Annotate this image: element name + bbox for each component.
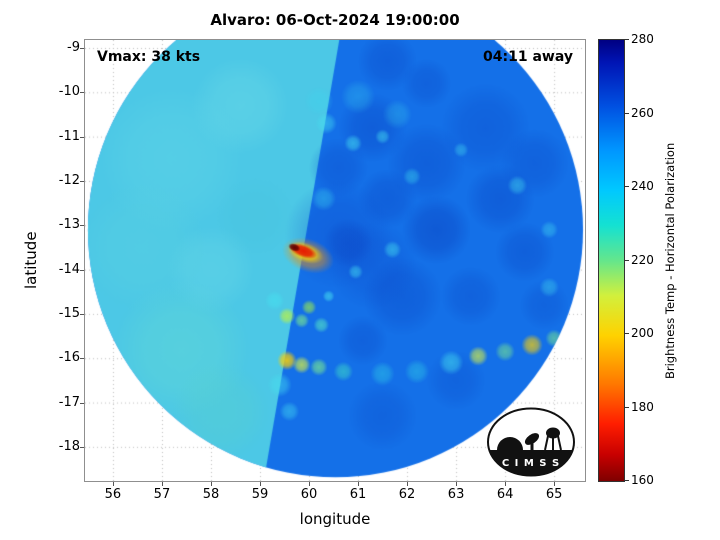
- x-tick-mark: [505, 482, 507, 486]
- y-tick-mark: [80, 225, 84, 227]
- x-tick-label: 57: [153, 487, 171, 502]
- x-axis-label: longitude: [299, 510, 371, 528]
- x-tick-label: 65: [545, 487, 563, 502]
- x-tick-mark: [407, 482, 409, 486]
- x-tick-label: 59: [251, 487, 269, 502]
- x-tick-mark: [210, 482, 212, 486]
- y-tick-mark: [80, 180, 84, 182]
- radome-dome-icon: [497, 437, 523, 450]
- x-tick-mark: [260, 482, 261, 486]
- x-tick-label: 62: [398, 487, 416, 502]
- x-tick-label: 63: [447, 487, 465, 502]
- colorbar-tick-label: 160: [631, 473, 654, 487]
- colorbar-tick-mark: [625, 480, 629, 481]
- x-tick-label: 60: [300, 487, 318, 502]
- y-tick-label: -13: [58, 217, 80, 233]
- x-tick-mark: [456, 482, 458, 486]
- water-tower-icon: [544, 427, 562, 451]
- x-tick-mark: [309, 482, 311, 486]
- x-tick-label: 56: [104, 487, 122, 502]
- x-tick-label: 64: [496, 487, 514, 502]
- colorbar-tick-label: 220: [631, 252, 654, 267]
- colorbar-tick-label: 240: [631, 179, 654, 193]
- colorbar-tick-label: 180: [631, 399, 654, 414]
- vmax-annotation: Vmax: 38 kts: [97, 49, 201, 65]
- x-tick-mark: [554, 482, 556, 486]
- y-tick-label: -16: [58, 350, 80, 366]
- y-tick-mark: [80, 269, 84, 271]
- plot-area: Vmax: 38 kts 04:11 away C I M S S: [84, 39, 586, 482]
- y-tick-label: -9: [67, 39, 80, 55]
- x-tick-label: 61: [349, 487, 367, 502]
- y-tick-label: -12: [58, 172, 80, 188]
- colorbar-tick-mark: [625, 112, 629, 114]
- brightness-temp-swath: [85, 40, 585, 481]
- y-tick-mark: [80, 446, 84, 448]
- colorbar: [598, 39, 625, 482]
- y-tick-label: -17: [58, 394, 80, 410]
- colorbar-tick-label: 280: [631, 32, 654, 46]
- time-away-annotation: 04:11 away: [483, 49, 573, 65]
- y-tick-mark: [80, 136, 84, 138]
- y-tick-mark: [80, 92, 84, 94]
- y-tick-label: -10: [58, 84, 80, 100]
- cimss-logo-text: C I M S S: [502, 458, 560, 469]
- colorbar-label: Brightness Temp - Horizontal Polarizatio…: [663, 142, 677, 379]
- x-tick-mark: [161, 482, 163, 486]
- y-tick-mark: [80, 313, 84, 315]
- colorbar-tick-mark: [625, 333, 629, 334]
- y-tick-label: -18: [58, 438, 80, 454]
- x-tick-mark: [358, 482, 360, 486]
- chart-title: Alvaro: 06-Oct-2024 19:00:00: [210, 11, 460, 29]
- y-tick-label: -11: [58, 128, 80, 144]
- colorbar-gradient: [599, 40, 624, 481]
- colorbar-tick-label: 260: [631, 105, 654, 120]
- y-tick-mark: [80, 402, 84, 404]
- y-tick-label: -15: [58, 305, 80, 321]
- dish-antenna-icon: [524, 433, 540, 450]
- colorbar-tick-label: 200: [631, 326, 654, 340]
- colorbar-tick-mark: [625, 259, 629, 261]
- y-tick-mark: [80, 47, 84, 49]
- y-tick-label: -14: [58, 261, 80, 277]
- y-axis-label: latitude: [22, 231, 40, 290]
- x-tick-mark: [112, 482, 114, 486]
- colorbar-tick-mark: [625, 186, 629, 187]
- colorbar-tick-mark: [625, 406, 629, 408]
- cimss-logo: C I M S S: [487, 407, 575, 477]
- y-tick-mark: [80, 358, 84, 360]
- x-tick-label: 58: [202, 487, 220, 502]
- colorbar-tick-mark: [625, 39, 629, 40]
